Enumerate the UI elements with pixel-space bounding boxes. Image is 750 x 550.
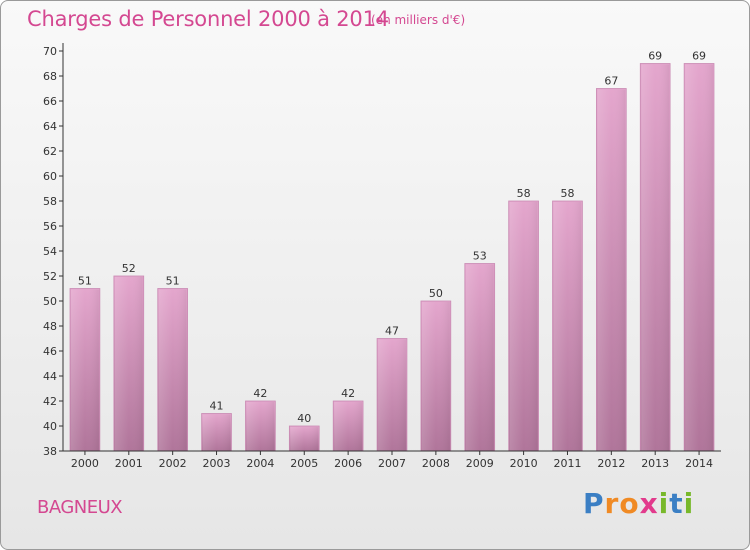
y-tick-label: 64 xyxy=(43,120,57,133)
logo-letter: i xyxy=(683,487,695,520)
bar-sheen xyxy=(114,277,143,451)
x-tick-label: 2005 xyxy=(290,457,318,470)
x-tick-label: 2002 xyxy=(159,457,187,470)
x-tick-label: 2012 xyxy=(597,457,625,470)
bar-sheen xyxy=(465,264,494,451)
chart-title: Charges de Personnel 2000 à 2014 xyxy=(27,7,389,31)
y-tick-label: 70 xyxy=(43,45,57,58)
bars: 51 52 51 41 42 40 42 47 50 53 58 58 67 69 69 xyxy=(69,50,715,452)
x-tick-label: 2008 xyxy=(422,457,450,470)
bar-sheen xyxy=(71,289,99,451)
x-tick-label: 2010 xyxy=(510,457,538,470)
bar-value-label: 50 xyxy=(429,287,443,300)
y-tick-label: 52 xyxy=(43,270,57,283)
bar-sheen xyxy=(553,202,582,451)
bar-value-label: 67 xyxy=(604,75,618,88)
y-tick-label: 60 xyxy=(43,170,57,183)
bar-sheen xyxy=(421,302,450,451)
bar-value-label: 52 xyxy=(122,262,136,275)
bar-value-label: 40 xyxy=(297,412,311,425)
bar-sheen xyxy=(641,64,670,451)
bar-sheen xyxy=(290,427,319,451)
y-tick-label: 66 xyxy=(43,95,57,108)
logo-letter: x xyxy=(639,487,659,520)
x-tick-label: 2011 xyxy=(553,457,581,470)
bar-sheen xyxy=(685,64,713,451)
bar-value-label: 51 xyxy=(166,275,180,288)
y-tick-label: 56 xyxy=(43,220,57,233)
bar-value-label: 69 xyxy=(692,50,706,63)
x-tick-label: 2013 xyxy=(641,457,669,470)
bar-sheen xyxy=(158,289,187,451)
x-axis: 2000 2001 2002 2003 2004 2005 2006 2007 2008 2009… xyxy=(63,450,721,470)
y-tick-label: 48 xyxy=(43,320,57,333)
y-tick-label: 46 xyxy=(43,345,57,358)
logo-letter: P xyxy=(583,487,605,520)
y-tick-label: 44 xyxy=(43,370,57,383)
bar-value-label: 58 xyxy=(560,187,574,200)
x-tick-label: 2006 xyxy=(334,457,362,470)
commune-name: BAGNEUX xyxy=(37,497,123,518)
y-tick-label: 58 xyxy=(43,195,57,208)
y-tick-label: 40 xyxy=(43,420,57,433)
x-tick-label: 2001 xyxy=(115,457,143,470)
chart-subtitle: (en milliers d'€) xyxy=(371,13,466,27)
bar-value-label: 42 xyxy=(341,387,355,400)
y-tick-label: 50 xyxy=(43,295,57,308)
bar-sheen xyxy=(246,402,275,451)
bar-value-label: 42 xyxy=(253,387,267,400)
y-tick-label: 42 xyxy=(43,395,57,408)
bar-value-label: 41 xyxy=(210,400,224,413)
bar-value-label: 58 xyxy=(517,187,531,200)
x-tick-label: 2009 xyxy=(466,457,494,470)
bar-value-label: 47 xyxy=(385,325,399,338)
proxiti-logo: Proxiti xyxy=(583,487,694,520)
bar-sheen xyxy=(334,402,363,451)
bar-value-label: 51 xyxy=(78,275,92,288)
logo-letter: r xyxy=(604,487,620,520)
bar-sheen xyxy=(202,414,231,451)
x-tick-label: 2000 xyxy=(71,457,99,470)
x-tick-label: 2007 xyxy=(378,457,406,470)
y-tick-label: 38 xyxy=(43,445,57,458)
logo-letter: t xyxy=(669,487,684,520)
bar-sheen xyxy=(597,89,626,451)
y-axis: 38 40 42 44 46 48 50 52 54 56 58 60 62 64 66 68 70 xyxy=(43,43,64,458)
x-tick-label: 2014 xyxy=(685,457,713,470)
bar-sheen xyxy=(509,202,538,451)
x-tick-label: 2003 xyxy=(203,457,231,470)
logo-letter: i xyxy=(658,487,670,520)
logo-letter: o xyxy=(619,487,640,520)
y-tick-label: 62 xyxy=(43,145,57,158)
bar-sheen xyxy=(378,339,406,451)
y-tick-label: 68 xyxy=(43,70,57,83)
bar-value-label: 53 xyxy=(473,250,487,263)
bar-value-label: 69 xyxy=(648,50,662,63)
x-tick-label: 2004 xyxy=(246,457,274,470)
y-tick-label: 54 xyxy=(43,245,57,258)
